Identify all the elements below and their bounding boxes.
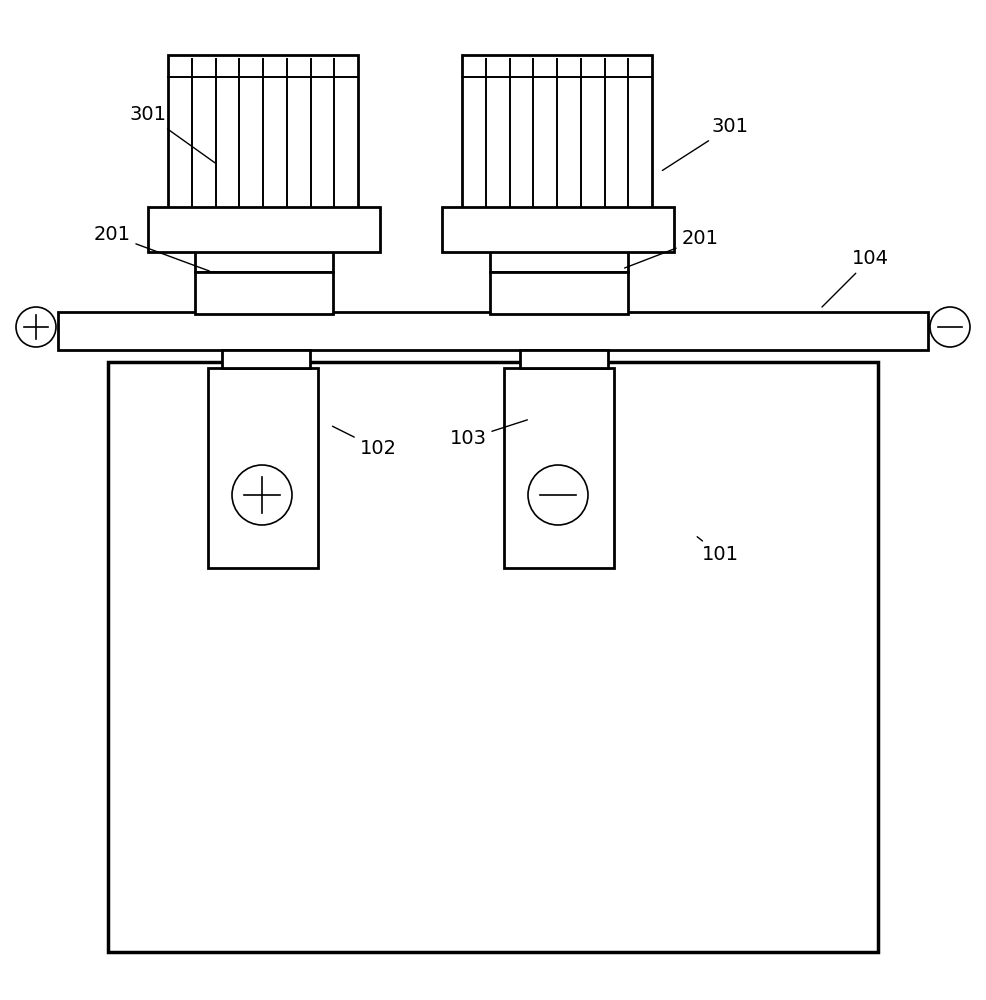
Text: 301: 301 <box>663 117 748 170</box>
Bar <box>462 55 652 210</box>
Text: 101: 101 <box>697 537 739 564</box>
Bar <box>195 272 333 314</box>
Bar <box>208 368 318 568</box>
Bar <box>148 207 380 252</box>
Text: 301: 301 <box>129 105 216 163</box>
Bar <box>58 312 928 350</box>
Text: 103: 103 <box>450 420 528 448</box>
Bar <box>108 362 878 952</box>
Bar <box>490 272 628 314</box>
Text: 201: 201 <box>624 230 719 268</box>
Bar <box>222 350 310 368</box>
Text: 102: 102 <box>332 426 396 458</box>
Bar <box>195 250 333 272</box>
Text: 201: 201 <box>94 226 209 271</box>
Text: 104: 104 <box>822 249 888 307</box>
Bar <box>490 250 628 272</box>
Bar <box>168 55 358 210</box>
Bar <box>442 207 674 252</box>
Bar <box>504 368 614 568</box>
Bar <box>520 350 608 368</box>
